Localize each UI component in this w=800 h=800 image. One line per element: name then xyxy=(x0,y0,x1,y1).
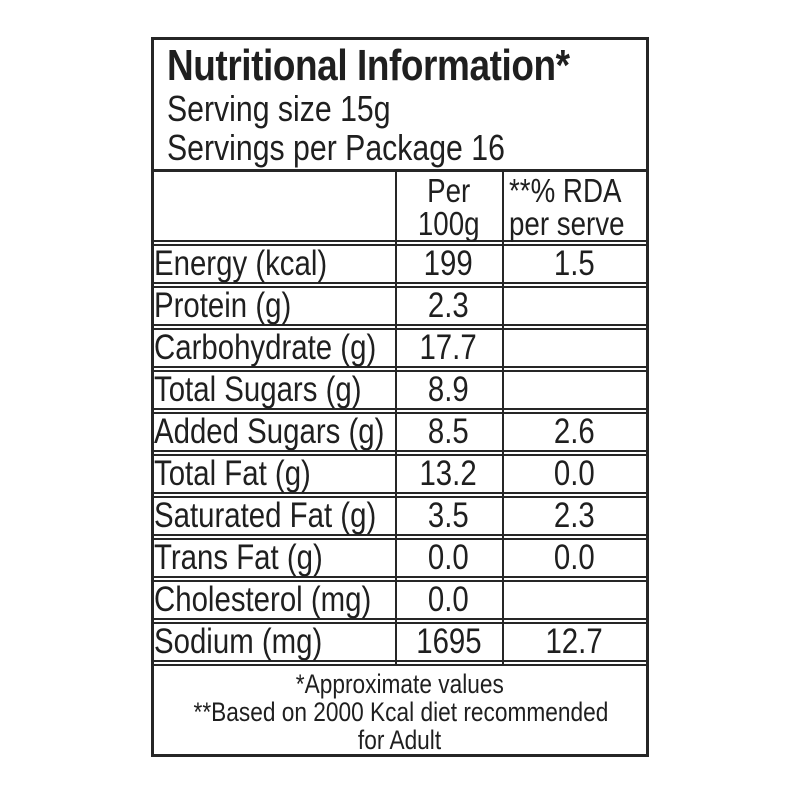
column-header-per-100g: Per 100g xyxy=(395,174,502,242)
column-header-nutrient xyxy=(154,174,395,242)
table-row: Total Sugars (g) 8.9 xyxy=(154,370,646,410)
rda-header-line1: **% RDA xyxy=(509,172,622,209)
nutrient-label: Cholesterol (mg) xyxy=(154,580,395,620)
table-row: Saturated Fat (g) 3.5 2.3 xyxy=(154,496,646,536)
nutrient-label: Trans Fat (g) xyxy=(154,538,395,578)
nutrient-label: Protein (g) xyxy=(154,286,395,326)
rda-header-line2: per serve xyxy=(509,205,625,242)
page-title-text: Nutritional Information* xyxy=(167,41,570,90)
servings-per-package-text: Servings per Package 16 xyxy=(167,127,505,168)
table-row: Cholesterol (mg) 0.0 xyxy=(154,580,646,620)
table-row: Protein (g) 2.3 xyxy=(154,286,646,326)
per-100g-value: 3.5 xyxy=(395,496,502,536)
column-divider-line xyxy=(502,172,504,664)
footnotes: *Approximate values **Based on 2000 Kcal… xyxy=(154,664,646,754)
nutrient-label: Added Sugars (g) xyxy=(154,412,395,452)
rda-value xyxy=(502,370,646,410)
table-header-row: Per 100g **% RDA per serve xyxy=(154,174,646,242)
per-100g-header-line2: 100g xyxy=(417,205,480,242)
serving-size-text: Serving size 15g xyxy=(167,88,391,129)
footnote-line: for Adult xyxy=(358,725,442,755)
nutrition-panel: Nutritional Information* Serving size 15… xyxy=(151,37,649,757)
per-100g-value: 17.7 xyxy=(395,328,502,368)
rda-value: 2.6 xyxy=(502,412,646,452)
per-100g-value: 8.9 xyxy=(395,370,502,410)
rda-value: 0.0 xyxy=(502,454,646,494)
rda-value xyxy=(502,286,646,326)
table-row: Energy (kcal) 199 1.5 xyxy=(154,244,646,284)
nutrition-table: Per 100g **% RDA per serve Energy (kcal)… xyxy=(154,172,646,664)
nutrient-label: Sodium (mg) xyxy=(154,622,395,662)
per-100g-value: 0.0 xyxy=(395,538,502,578)
column-divider-line xyxy=(395,172,397,664)
rda-value: 1.5 xyxy=(502,244,646,284)
footnote-line: *Approximate values xyxy=(295,669,505,699)
label-header: Nutritional Information* Serving size 15… xyxy=(154,40,646,172)
table-row: Trans Fat (g) 0.0 0.0 xyxy=(154,538,646,578)
table-row: Added Sugars (g) 8.5 2.6 xyxy=(154,412,646,452)
footnote-line: **Based on 2000 Kcal diet recommended xyxy=(193,697,609,727)
table-row: Carbohydrate (g) 17.7 xyxy=(154,328,646,368)
per-100g-value: 199 xyxy=(395,244,502,284)
nutrient-label: Carbohydrate (g) xyxy=(154,328,395,368)
rda-value: 0.0 xyxy=(502,538,646,578)
serving-size-line: Serving size 15g xyxy=(167,89,634,128)
per-100g-value: 13.2 xyxy=(395,454,502,494)
page-title: Nutritional Information* xyxy=(167,43,634,89)
nutrient-label: Energy (kcal) xyxy=(154,244,395,284)
rda-value xyxy=(502,328,646,368)
table-row: Total Fat (g) 13.2 0.0 xyxy=(154,454,646,494)
per-100g-header-line1: Per xyxy=(426,172,471,209)
rda-value xyxy=(502,580,646,620)
rda-value: 2.3 xyxy=(502,496,646,536)
nutrient-label: Total Sugars (g) xyxy=(154,370,395,410)
nutrient-label: Total Fat (g) xyxy=(154,454,395,494)
per-100g-value: 2.3 xyxy=(395,286,502,326)
rda-value: 12.7 xyxy=(502,622,646,662)
nutrient-label: Saturated Fat (g) xyxy=(154,496,395,536)
table-row: Sodium (mg) 1695 12.7 xyxy=(154,622,646,662)
per-100g-value: 1695 xyxy=(395,622,502,662)
column-header-rda: **% RDA per serve xyxy=(502,174,646,242)
servings-per-package-line: Servings per Package 16 xyxy=(167,128,634,167)
per-100g-value: 8.5 xyxy=(395,412,502,452)
per-100g-value: 0.0 xyxy=(395,580,502,620)
